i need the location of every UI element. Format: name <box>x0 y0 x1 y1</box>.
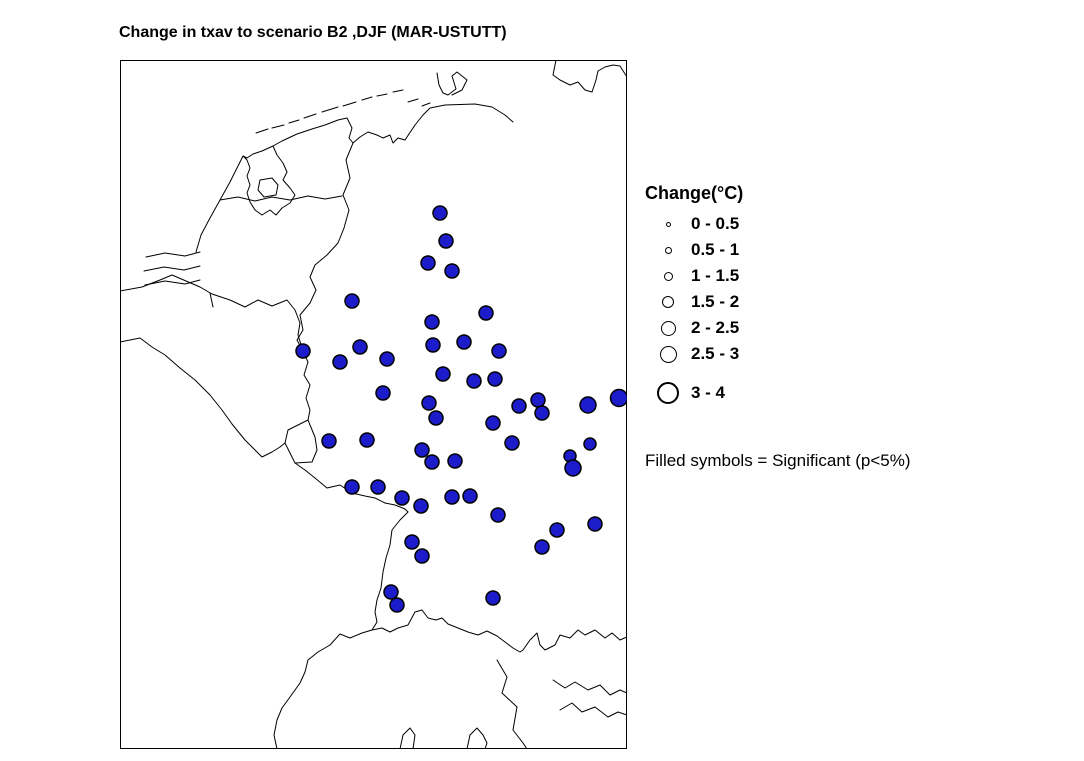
legend-circle-icon <box>665 221 671 227</box>
legend-item: 3 - 4 <box>645 380 1005 406</box>
data-point <box>383 584 399 600</box>
data-point <box>375 385 391 401</box>
data-point <box>485 590 501 606</box>
map <box>120 60 627 749</box>
legend-item: 1 - 1.5 <box>645 263 1005 289</box>
data-point <box>511 398 527 414</box>
data-point <box>420 255 436 271</box>
legend-item-label: 1 - 1.5 <box>691 266 740 285</box>
legend-symbol-cell <box>645 221 691 227</box>
data-point <box>466 373 482 389</box>
data-point <box>413 498 429 514</box>
data-point <box>321 433 337 449</box>
map-frame <box>120 60 627 749</box>
data-point <box>487 371 503 387</box>
data-point <box>428 410 444 426</box>
data-point <box>394 490 410 506</box>
data-point <box>352 339 368 355</box>
data-point <box>424 314 440 330</box>
legend-title: Change(°C) <box>645 183 744 203</box>
significance-note: Filled symbols = Significant (p<5%) <box>645 451 911 470</box>
legend-circle-icon <box>657 382 679 404</box>
legend-item: 0.5 - 1 <box>645 237 1005 263</box>
data-point <box>432 205 448 221</box>
data-points-layer <box>295 205 627 613</box>
legend-item-label: 2 - 2.5 <box>691 318 740 337</box>
legend-symbol-cell <box>645 382 691 404</box>
figure-title: Change in txav to scenario B2 ,DJF (MAR-… <box>119 24 507 41</box>
legend-symbol-cell <box>645 345 691 363</box>
data-point <box>504 435 520 451</box>
data-point <box>447 453 463 469</box>
legend-symbol-cell <box>645 320 691 336</box>
legend-circle-icon <box>662 296 674 308</box>
data-point <box>478 305 494 321</box>
legend-item-label: 3 - 4 <box>691 383 726 402</box>
legend-item: 2 - 2.5 <box>645 315 1005 341</box>
data-point <box>444 263 460 279</box>
legend: Change(°C) 0 - 0.5 0.5 - 1 1 - 1.5 1.5 - 2 2… <box>645 183 1005 406</box>
data-point <box>414 442 430 458</box>
data-point <box>485 415 501 431</box>
data-point <box>609 388 627 408</box>
data-point <box>456 334 472 350</box>
legend-symbol-cell <box>645 271 691 281</box>
legend-symbol-cell <box>645 296 691 308</box>
data-point <box>424 454 440 470</box>
legend-circle-icon <box>660 320 676 336</box>
legend-circle-icon <box>663 271 673 281</box>
data-point <box>425 337 441 353</box>
data-point <box>587 516 603 532</box>
data-point <box>530 392 546 408</box>
legend-circle-icon <box>664 246 672 254</box>
data-point <box>534 405 550 421</box>
data-point <box>583 437 597 451</box>
data-point <box>332 354 348 370</box>
legend-circle-icon <box>659 345 677 363</box>
data-point <box>389 597 405 613</box>
data-point <box>579 396 597 414</box>
legend-symbol-cell <box>645 246 691 254</box>
legend-item-label: 0 - 0.5 <box>691 214 740 233</box>
legend-items: 0 - 0.5 0.5 - 1 1 - 1.5 1.5 - 2 2 - 2.5 2.5 -… <box>645 211 1005 406</box>
data-point <box>370 479 386 495</box>
data-point <box>534 539 550 555</box>
data-point <box>404 534 420 550</box>
data-point <box>438 233 454 249</box>
data-point <box>359 432 375 448</box>
data-point <box>344 479 360 495</box>
map-coastlines <box>120 60 627 749</box>
legend-item-label: 2.5 - 3 <box>691 344 740 363</box>
data-point <box>421 395 437 411</box>
legend-item: 1.5 - 2 <box>645 289 1005 315</box>
data-point <box>462 488 478 504</box>
data-point <box>379 351 395 367</box>
map-borders <box>120 142 627 749</box>
legend-item-label: 0.5 - 1 <box>691 240 740 259</box>
data-point <box>414 548 430 564</box>
data-point <box>344 293 360 309</box>
data-point <box>549 522 565 538</box>
data-point <box>564 459 582 477</box>
data-point <box>490 507 506 523</box>
legend-item-label: 1.5 - 2 <box>691 292 740 311</box>
legend-item: 2.5 - 3 <box>645 341 1005 367</box>
data-point <box>295 343 311 359</box>
data-point <box>444 489 460 505</box>
legend-item: 0 - 0.5 <box>645 211 1005 237</box>
data-point <box>491 343 507 359</box>
data-point <box>435 366 451 382</box>
